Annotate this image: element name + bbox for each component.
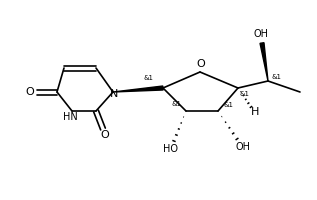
Text: N: N	[110, 89, 118, 99]
Text: OH: OH	[236, 142, 250, 152]
Text: &1: &1	[272, 74, 282, 80]
Text: HN: HN	[63, 112, 77, 122]
Polygon shape	[260, 43, 268, 81]
Text: &1: &1	[171, 101, 181, 107]
Text: &1: &1	[144, 75, 154, 81]
Text: &1: &1	[239, 91, 249, 97]
Text: HO: HO	[163, 144, 178, 154]
Text: O: O	[100, 130, 109, 140]
Text: &1: &1	[223, 102, 233, 108]
Text: O: O	[197, 59, 205, 69]
Text: O: O	[26, 87, 34, 97]
Polygon shape	[113, 86, 163, 92]
Text: H: H	[251, 107, 259, 117]
Text: OH: OH	[254, 29, 268, 39]
